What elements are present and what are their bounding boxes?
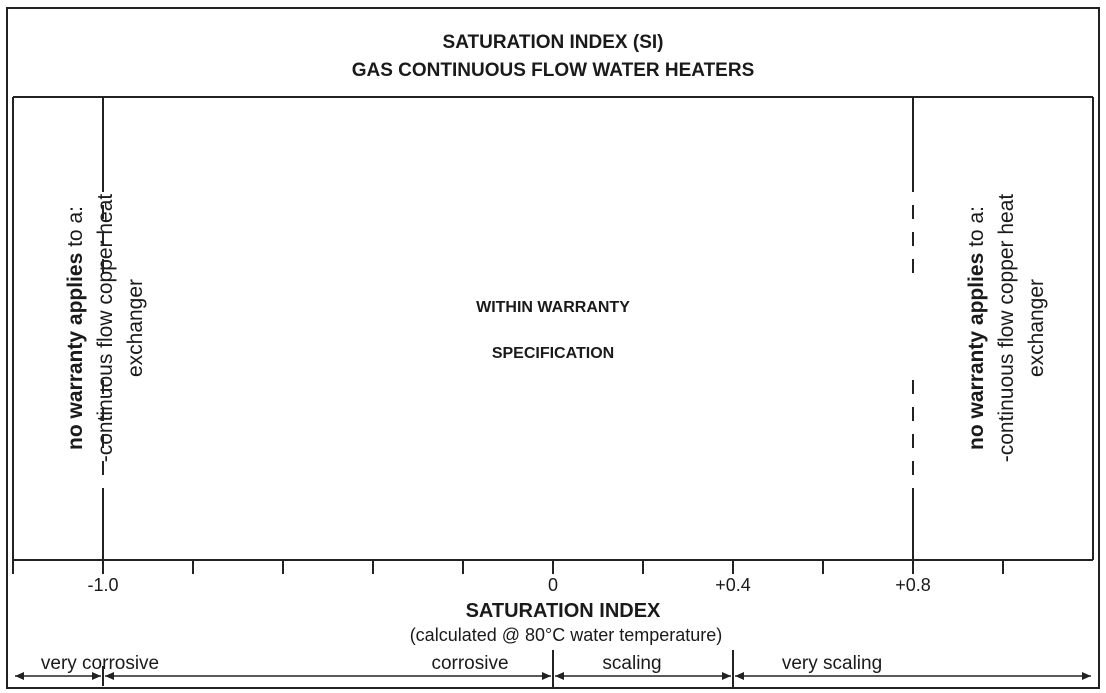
right-no-warranty-line2: -continuous flow copper heat [995, 194, 1018, 463]
range-arrowhead-left [735, 672, 744, 680]
axis-marks-layer: -1.0 0 +0.4 +0.8 very corrosive corrosive scal… [12, 97, 1091, 688]
left-no-warranty-note: no warranty applies to a: [64, 206, 87, 450]
axis-tick-label: 0 [548, 575, 558, 595]
axis-subtitle: (calculated @ 80°C water temperature) [410, 625, 723, 645]
range-label: very scaling [782, 653, 882, 674]
range-arrowhead-left [555, 672, 564, 680]
range-arrowhead-left [105, 672, 114, 680]
range-label: very corrosive [41, 653, 159, 674]
range-arrowhead-right [542, 672, 551, 680]
axis-title: SATURATION INDEX [466, 600, 661, 622]
diagram-title-line2: GAS CONTINUOUS FLOW WATER HEATERS [352, 60, 755, 81]
warranty-zone-label-line1: WITHIN WARRANTY [476, 299, 630, 316]
range-arrowhead-left [15, 672, 24, 680]
right-no-warranty-line3: exchanger [1025, 279, 1048, 377]
range-arrowhead-right [92, 672, 101, 680]
axis-tick-label: +0.4 [715, 575, 751, 595]
right-no-warranty-note: no warranty applies to a: [965, 206, 988, 450]
range-arrowhead-right [1082, 672, 1091, 680]
axis-tick-label: -1.0 [87, 575, 118, 595]
range-label: scaling [602, 653, 661, 674]
axis-tick-label: +0.8 [895, 575, 931, 595]
range-arrowhead-right [722, 672, 731, 680]
left-no-warranty-line3: exchanger [124, 279, 147, 377]
range-label: corrosive [431, 653, 508, 674]
warranty-zone-label-line2: SPECIFICATION [492, 345, 614, 362]
diagram-title-line1: SATURATION INDEX (SI) [443, 32, 664, 53]
left-no-warranty-line2: -continuous flow copper heat [94, 194, 117, 463]
